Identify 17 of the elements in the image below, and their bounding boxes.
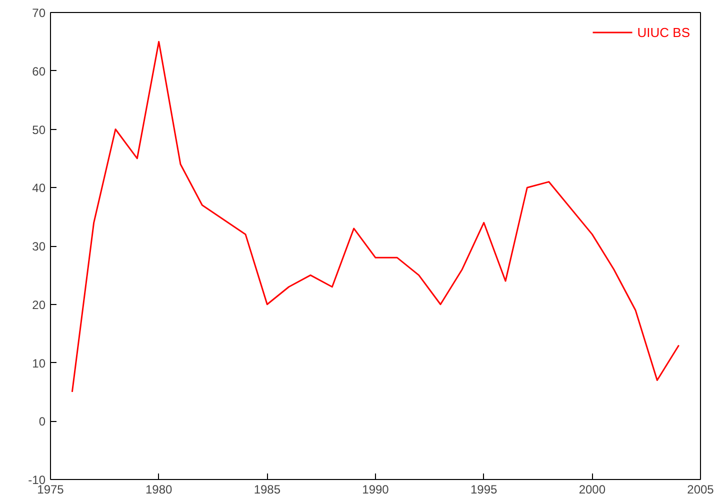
x-tick-label: 1995 [470, 482, 498, 496]
x-tick-label: 1990 [362, 482, 390, 496]
y-tick-label: 20 [32, 298, 46, 312]
y-tick-label: 10 [32, 356, 46, 370]
line-series [71, 40, 680, 393]
x-tick-label: 2000 [578, 482, 606, 496]
y-tick-label: 70 [32, 6, 46, 20]
x-tick-label: 2005 [687, 482, 714, 496]
x-tick-label: 1975 [37, 482, 64, 496]
x-tick-label: 1980 [145, 482, 173, 496]
y-tick-label: 0 [38, 414, 46, 429]
legend-label: UIUC BS [637, 24, 690, 40]
y-tick-label: 40 [32, 181, 46, 196]
y-tick-label: 30 [32, 240, 46, 254]
y-tick-label: 50 [32, 122, 46, 137]
x-tick-label: 1985 [254, 482, 281, 496]
y-tick-label: 60 [32, 64, 46, 78]
